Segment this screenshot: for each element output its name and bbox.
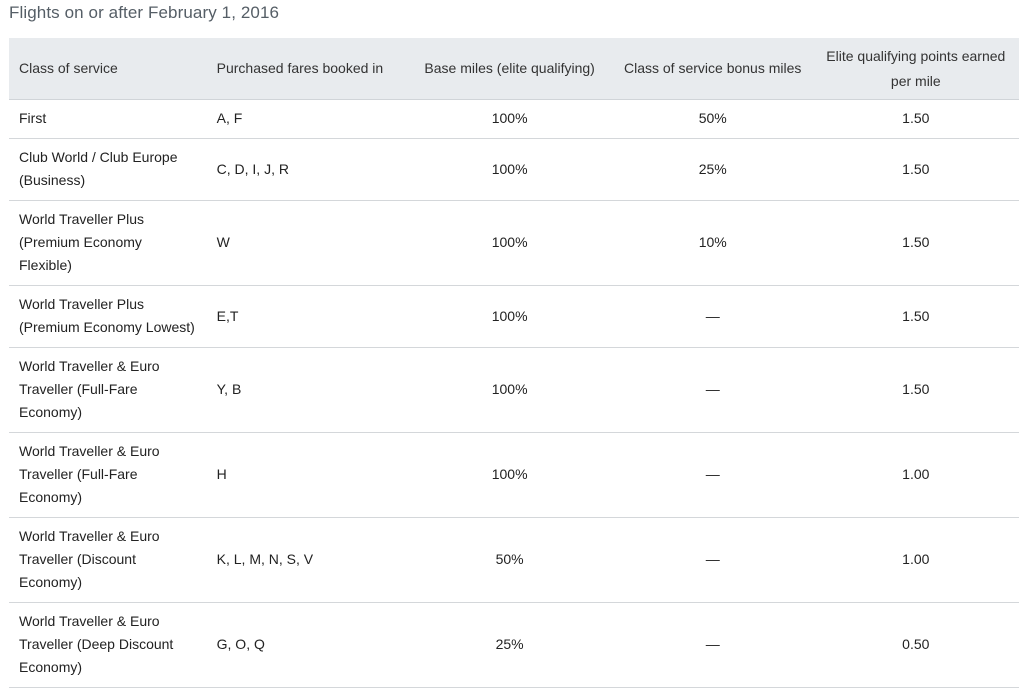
cell-base-miles: 100% [406, 200, 613, 286]
table-row: Club World / Club Europe (Business) C, D,… [9, 138, 1019, 201]
table-row: World Traveller & Euro Traveller (Deep D… [9, 602, 1019, 688]
cell-fares: H [206, 432, 407, 518]
cell-class-of-service: World Traveller & Euro Traveller (Deep D… [9, 602, 207, 688]
cell-base-miles: 25% [406, 602, 613, 688]
column-header-fares: Purchased fares booked in [206, 38, 407, 100]
cell-elite-points: 1.50 [812, 347, 1019, 433]
cell-class-of-service: World Traveller Plus (Premium Economy Lo… [9, 285, 207, 348]
cell-bonus-miles: — [612, 432, 813, 518]
table-row: First A, F 100% 50% 1.50 [9, 99, 1019, 139]
cell-fares: G, O, Q [206, 602, 407, 688]
page: Flights on or after February 1, 2016 Cla… [9, 3, 1019, 688]
column-header-class-of-service: Class of service [9, 38, 207, 100]
column-header-elite-points: Elite qualifying points earned per mile [812, 38, 1019, 100]
cell-elite-points: 1.50 [812, 200, 1019, 286]
cell-bonus-miles: — [612, 285, 813, 348]
cell-class-of-service: Club World / Club Europe (Business) [9, 138, 207, 201]
cell-elite-points: 1.00 [812, 517, 1019, 603]
cell-fares: K, L, M, N, S, V [206, 517, 407, 603]
page-title: Flights on or after February 1, 2016 [9, 3, 280, 22]
cell-fares: C, D, I, J, R [206, 138, 407, 201]
cell-class-of-service: World Traveller & Euro Traveller (Discou… [9, 517, 207, 603]
table-row: World Traveller & Euro Traveller (Discou… [9, 517, 1019, 603]
cell-fares: Y, B [206, 347, 407, 433]
column-header-bonus-miles: Class of service bonus miles [612, 38, 813, 100]
cell-class-of-service: World Traveller Plus (Premium Economy Fl… [9, 200, 207, 286]
cell-base-miles: 100% [406, 285, 613, 348]
table-row: World Traveller Plus (Premium Economy Fl… [9, 200, 1019, 286]
cell-bonus-miles: — [612, 517, 813, 603]
cell-fares: E,T [206, 285, 407, 348]
table-row: World Traveller & Euro Traveller (Full-F… [9, 432, 1019, 518]
cell-base-miles: 100% [406, 432, 613, 518]
cell-bonus-miles: — [612, 347, 813, 433]
column-header-base-miles: Base miles (elite qualifying) [406, 38, 613, 100]
cell-class-of-service: World Traveller & Euro Traveller (Full-F… [9, 432, 207, 518]
cell-bonus-miles: 25% [612, 138, 813, 201]
fare-class-table: Class of service Purchased fares booked … [9, 38, 1019, 688]
cell-fares: W [206, 200, 407, 286]
cell-class-of-service: World Traveller & Euro Traveller (Full-F… [9, 347, 207, 433]
cell-elite-points: 1.00 [812, 432, 1019, 518]
cell-elite-points: 1.50 [812, 99, 1019, 139]
cell-base-miles: 50% [406, 517, 613, 603]
cell-elite-points: 1.50 [812, 285, 1019, 348]
table-row: World Traveller & Euro Traveller (Full-F… [9, 347, 1019, 433]
cell-bonus-miles: — [612, 602, 813, 688]
cell-bonus-miles: 50% [612, 99, 813, 139]
table-header-row: Class of service Purchased fares booked … [9, 38, 1019, 100]
cell-fares: A, F [206, 99, 407, 139]
cell-bonus-miles: 10% [612, 200, 813, 286]
table-row: World Traveller Plus (Premium Economy Lo… [9, 285, 1019, 348]
cell-class-of-service: First [9, 99, 207, 139]
cell-elite-points: 1.50 [812, 138, 1019, 201]
cell-base-miles: 100% [406, 138, 613, 201]
cell-base-miles: 100% [406, 99, 613, 139]
cell-elite-points: 0.50 [812, 602, 1019, 688]
cell-base-miles: 100% [406, 347, 613, 433]
